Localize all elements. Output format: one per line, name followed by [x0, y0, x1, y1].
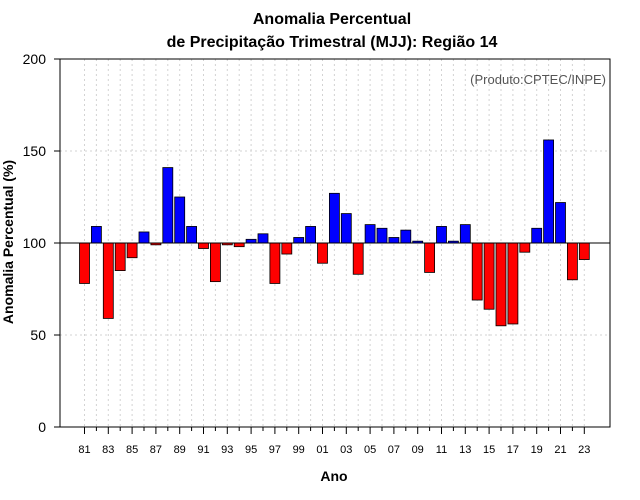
- bar-97: [269, 242, 281, 284]
- bar-23: [578, 242, 590, 260]
- x-tick-label: 07: [388, 444, 400, 456]
- x-tick-label: 19: [531, 444, 543, 456]
- bar-95: [245, 238, 257, 244]
- bar-14: [471, 242, 483, 301]
- bar-89: [174, 196, 186, 244]
- x-tick-label: 99: [293, 444, 305, 456]
- bar-16: [495, 242, 507, 327]
- bar-81: [79, 242, 90, 284]
- bar-94: [233, 242, 245, 248]
- bar-82: [91, 226, 102, 244]
- chart-title-line2: de Precipitação Trimestral (MJJ): Região…: [167, 34, 498, 51]
- x-tick-label: 93: [221, 444, 233, 456]
- x-tick-label: 21: [554, 444, 566, 456]
- bar-04: [352, 242, 364, 275]
- bar-13: [459, 224, 471, 244]
- x-tick-label: 13: [459, 444, 471, 456]
- x-tick-label: 23: [578, 444, 590, 456]
- x-tick-label: 03: [340, 444, 352, 456]
- x-tick-label: 11: [436, 444, 447, 456]
- x-tick-label: 97: [269, 444, 281, 456]
- bar-88: [162, 167, 174, 244]
- y-axis: 0 50 100 150 200: [23, 51, 60, 435]
- bar-96: [257, 233, 269, 244]
- bar-20: [543, 139, 554, 244]
- bar-03: [340, 213, 352, 244]
- x-axis-label: Ano: [320, 468, 347, 484]
- y-axis-label: Anomalia Percentual (%): [0, 160, 16, 324]
- x-tick-label: 87: [150, 444, 162, 456]
- x-tick-label: 95: [245, 444, 257, 456]
- grid: [60, 58, 610, 428]
- source-annotation: (Produto:CPTEC/INPE): [470, 72, 606, 87]
- chart-title-line1: Anomalia Percentual: [253, 11, 411, 28]
- bar-98: [281, 242, 293, 255]
- x-tick-label: 85: [126, 444, 138, 456]
- bar-19: [531, 227, 543, 244]
- x-tick-label: 89: [174, 444, 186, 456]
- x-axis: 81 83 85 87 89 91 93 95 97 99 01 03 05 07 09 11 13 15 17 19…: [78, 427, 590, 456]
- bar-02: [328, 192, 340, 244]
- bar-22: [567, 242, 578, 281]
- y-tick-label: 0: [38, 419, 46, 435]
- x-tick-label: 17: [507, 444, 519, 456]
- bar-06: [376, 227, 388, 244]
- bar-21: [555, 202, 566, 244]
- x-tick-label: 15: [483, 444, 495, 456]
- bars: [79, 139, 590, 327]
- bar-99: [293, 237, 305, 244]
- bar-05: [364, 224, 376, 244]
- x-tick-label: 83: [102, 444, 114, 456]
- x-tick-label: 91: [197, 444, 209, 456]
- x-tick-label: 09: [412, 444, 424, 456]
- x-tick-label: 05: [364, 444, 376, 456]
- bar-85: [126, 242, 138, 259]
- bar-11: [436, 226, 447, 244]
- y-tick-label: 100: [23, 235, 47, 251]
- x-tick-label: 01: [316, 444, 328, 456]
- bar-07: [388, 237, 400, 244]
- y-tick-label: 50: [30, 327, 46, 343]
- bar-83: [102, 242, 114, 319]
- bar-86: [138, 231, 150, 244]
- bar-92: [209, 242, 221, 283]
- bar-90: [186, 226, 198, 244]
- bar-91: [198, 242, 209, 249]
- y-tick-label: 150: [23, 143, 47, 159]
- bar-08: [400, 229, 412, 244]
- bar-15: [483, 242, 495, 310]
- bar-17: [507, 242, 519, 325]
- bar-84: [114, 242, 126, 272]
- y-tick-label: 200: [23, 51, 47, 67]
- bar-01: [317, 242, 328, 264]
- bar-10: [424, 242, 436, 273]
- x-tick-label: 81: [78, 444, 90, 456]
- bar-00: [305, 226, 317, 244]
- bar-18: [519, 242, 531, 253]
